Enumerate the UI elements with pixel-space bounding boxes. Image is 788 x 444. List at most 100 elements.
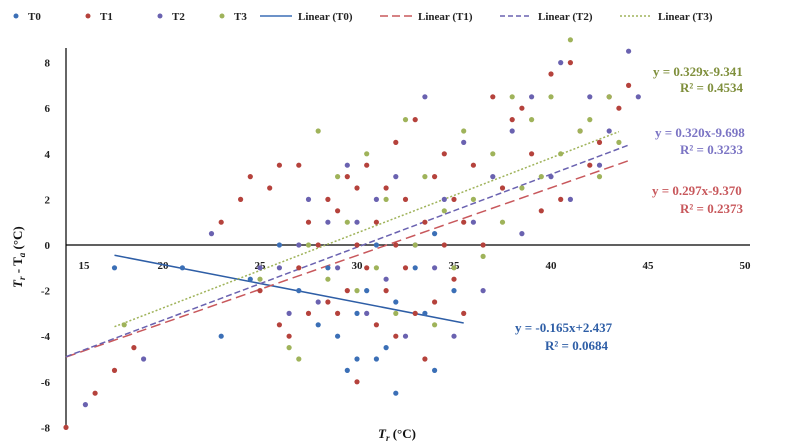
- point-t3: [257, 276, 263, 282]
- point-t2: [286, 310, 292, 316]
- equation-t2-line: y = 0.320x-9.698: [655, 125, 745, 140]
- point-t3: [538, 174, 544, 180]
- point-t1: [373, 219, 379, 225]
- point-t3: [305, 242, 312, 248]
- point-t2: [393, 174, 399, 180]
- point-t3: [383, 196, 389, 202]
- point-t3: [509, 94, 515, 100]
- point-t0: [296, 288, 302, 294]
- point-t3: [121, 322, 127, 328]
- point-t1: [567, 60, 574, 66]
- point-t2: [596, 162, 603, 168]
- y-axis-label-dash: - T: [10, 257, 25, 277]
- point-t0: [393, 390, 399, 396]
- point-t1: [441, 151, 447, 157]
- point-t1: [344, 288, 350, 294]
- y-tick-label: 0: [45, 240, 51, 252]
- point-t0: [412, 265, 418, 271]
- point-t1: [92, 390, 98, 396]
- point-t1: [461, 310, 467, 316]
- y-tick-label: -2: [41, 286, 51, 298]
- point-t1: [402, 196, 409, 202]
- point-t2: [141, 356, 147, 362]
- equation-t3-r2: R² = 0.4534: [680, 80, 743, 95]
- y-tick-label: -8: [41, 422, 51, 434]
- point-t2: [529, 94, 535, 100]
- point-t1: [461, 219, 467, 225]
- legend-label-linear-t3: Linear (T3): [658, 11, 713, 23]
- point-t1: [509, 117, 515, 123]
- point-t2: [344, 162, 350, 168]
- point-t2: [548, 174, 554, 180]
- point-t2: [558, 60, 564, 66]
- point-t3: [529, 117, 535, 123]
- point-t3: [412, 242, 418, 248]
- equation-t0-line: y = -0.165x+2.437: [515, 320, 613, 335]
- point-t1: [499, 185, 506, 191]
- x-tick-label: 40: [546, 260, 558, 272]
- point-t2: [305, 196, 312, 202]
- point-t1: [587, 162, 593, 168]
- point-t2: [276, 265, 282, 271]
- point-t1: [354, 185, 360, 191]
- point-t3: [432, 322, 438, 328]
- point-t0: [247, 276, 253, 282]
- point-t1: [422, 219, 428, 225]
- point-t1: [548, 71, 554, 77]
- point-t0: [335, 333, 341, 339]
- point-t0: [344, 367, 350, 373]
- legend-marker-t0: [13, 13, 19, 19]
- point-t2: [325, 219, 331, 225]
- point-t1: [596, 139, 603, 145]
- x-tick-label: 30: [352, 260, 364, 272]
- point-t2: [432, 265, 438, 271]
- point-t2: [606, 128, 612, 134]
- point-t0: [179, 265, 185, 271]
- equation-t1-line: y = 0.297x-9.370: [652, 183, 742, 198]
- point-t2: [335, 265, 341, 271]
- point-t3: [451, 265, 457, 271]
- y-axis-label-unit: (°C): [10, 226, 25, 253]
- equation-t3-line: y = 0.329x-9.341: [653, 64, 743, 79]
- legend-label-linear-t2: Linear (T2): [538, 11, 593, 23]
- legend-label-t2: T2: [172, 11, 185, 23]
- point-t2: [208, 231, 215, 237]
- point-t3: [587, 117, 593, 123]
- point-t2: [441, 196, 447, 202]
- point-t3: [490, 151, 496, 157]
- point-t3: [461, 128, 467, 134]
- point-t1: [480, 242, 486, 248]
- point-t0: [364, 288, 370, 294]
- point-t2: [402, 333, 409, 339]
- point-t1: [238, 196, 244, 202]
- point-t1: [344, 174, 350, 180]
- point-t1: [131, 345, 137, 351]
- point-t3: [296, 356, 302, 362]
- y-tick-label: 2: [45, 194, 51, 206]
- x-axis-label-main: T: [378, 426, 387, 441]
- point-t1: [63, 424, 69, 430]
- x-tick-label: 15: [79, 260, 91, 272]
- x-axis-label-sub: r: [386, 433, 390, 443]
- point-t0: [315, 322, 321, 328]
- point-t3: [567, 37, 574, 43]
- point-t2: [587, 94, 593, 100]
- point-t1: [305, 219, 312, 225]
- point-t1: [354, 379, 360, 385]
- point-t3: [441, 208, 447, 214]
- legend: T0 T1 T2 T3 Linear (T0) Linear (T1) Line…: [13, 11, 713, 23]
- point-t2: [354, 219, 360, 225]
- point-t1: [470, 162, 476, 168]
- point-t3: [558, 151, 564, 157]
- y-tick-label: 8: [45, 58, 51, 70]
- y-tick-label: -4: [41, 331, 51, 343]
- equation-t1-r2: R² = 0.2373: [680, 201, 743, 216]
- equation-t0: y = -0.165x+2.437 R² = 0.0684: [515, 320, 613, 353]
- point-t1: [393, 139, 399, 145]
- point-t3: [616, 139, 622, 145]
- point-t1: [616, 105, 622, 111]
- y-axis-label-sub2: a: [17, 252, 27, 257]
- point-t3: [499, 219, 506, 225]
- point-t2: [480, 288, 486, 294]
- point-t0: [432, 231, 438, 237]
